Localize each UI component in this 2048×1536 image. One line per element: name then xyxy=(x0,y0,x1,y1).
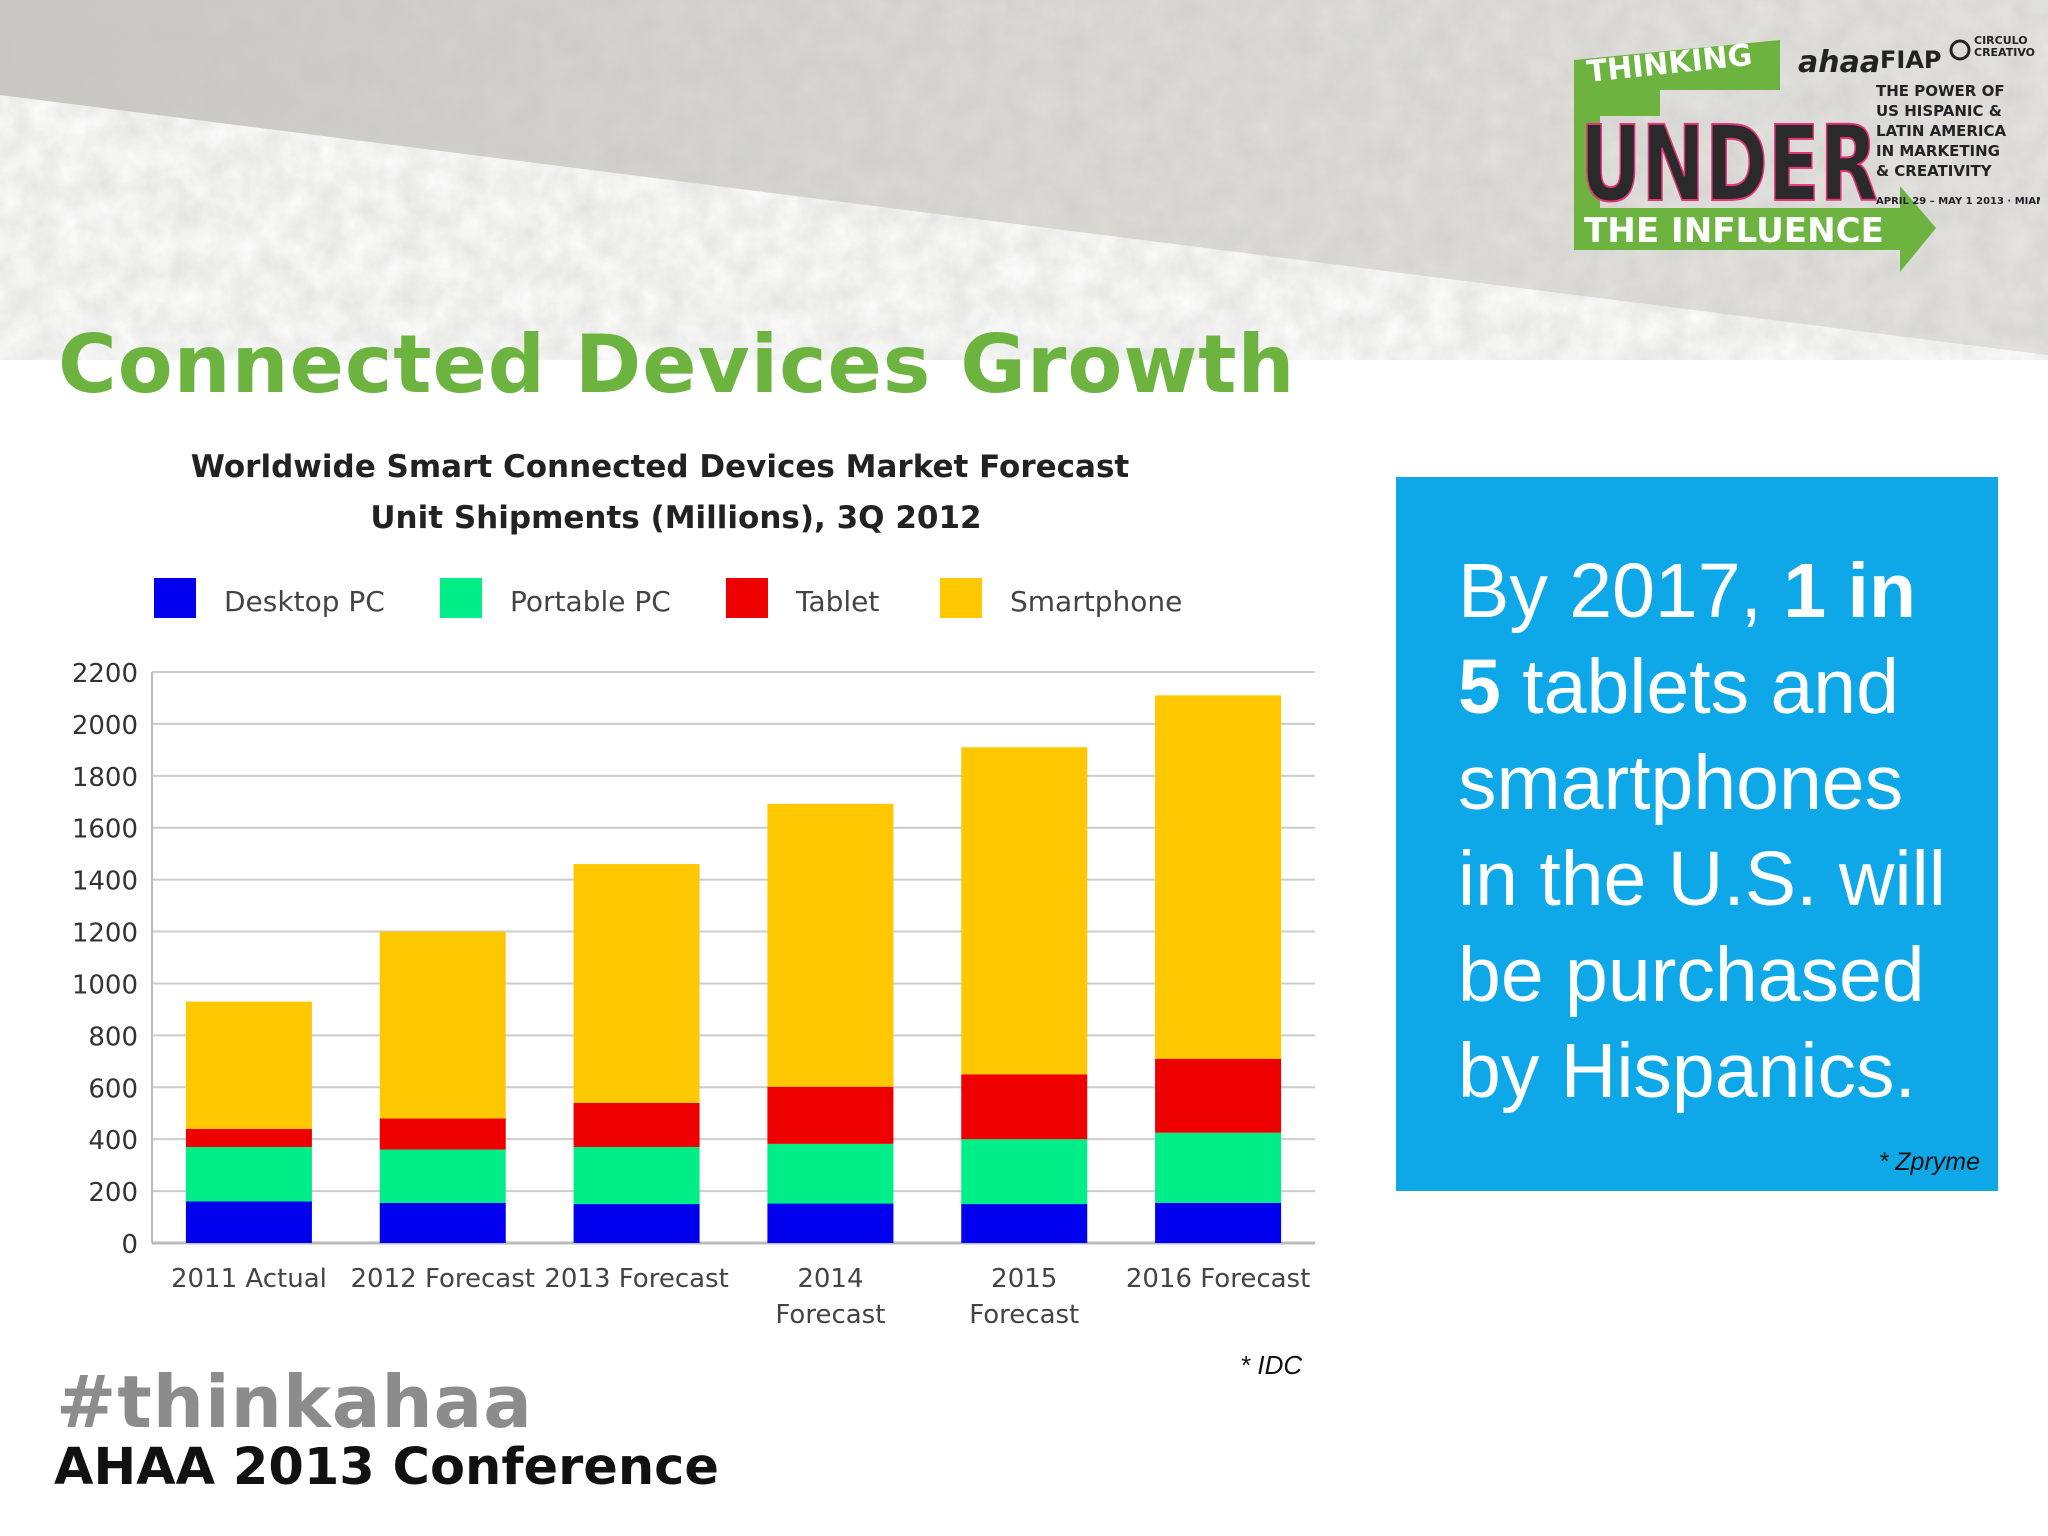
x-tick-label: Forecast xyxy=(775,1300,885,1330)
logo-arrow-frame xyxy=(1574,40,1936,272)
bar-segment xyxy=(379,1118,506,1150)
slide-title: Connected Devices Growth xyxy=(58,318,1296,411)
bar-segment xyxy=(379,1149,506,1203)
y-tick-label: 1200 xyxy=(72,919,138,949)
x-tick-label: 2012 Forecast xyxy=(351,1264,535,1294)
callout-text: By 2017, 1 in 5 tablets and smartphones i… xyxy=(1458,543,1968,1119)
legend-swatch xyxy=(154,578,196,618)
callout-box: By 2017, 1 in 5 tablets and smartphones i… xyxy=(1396,477,1998,1191)
bar-segment xyxy=(1155,1132,1282,1203)
x-tick-label: Forecast xyxy=(969,1300,1079,1330)
bar-segment xyxy=(573,864,700,1103)
y-tick-label: 2000 xyxy=(72,711,138,741)
stacked-bar-chart: Worldwide Smart Connected Devices Market… xyxy=(0,430,1360,1350)
chart-title: Worldwide Smart Connected Devices Market… xyxy=(191,449,1130,485)
bar-segment xyxy=(961,1139,1088,1205)
logo-circulo-mark xyxy=(1949,39,1971,61)
logo-fiap: FIAP xyxy=(1880,46,1942,74)
bar-segment xyxy=(767,1086,894,1144)
legend-label: Desktop PC xyxy=(224,585,385,618)
logo-tagline-4: IN MARKETING xyxy=(1876,142,2000,160)
logo-circulo-2: CREATIVO xyxy=(1974,46,2035,59)
callout-source: * Zpryme xyxy=(1878,1148,1980,1176)
legend-label: Smartphone xyxy=(1010,585,1182,618)
y-tick-label: 1400 xyxy=(72,867,138,897)
callout-pre: By 2017, xyxy=(1458,548,1784,634)
chart-legend: Desktop PC Portable PC Tablet Smartphone xyxy=(154,578,1182,618)
bar-segment xyxy=(961,1074,1088,1140)
callout-bold-1: 1 in xyxy=(1783,548,1916,634)
bar-segment xyxy=(961,1204,1088,1243)
bar-segment xyxy=(767,803,894,1087)
y-tick-label: 400 xyxy=(88,1126,138,1156)
bar-segment xyxy=(961,747,1088,1075)
chart-bars xyxy=(185,695,1282,1243)
bar-segment xyxy=(1155,1058,1282,1133)
y-tick-label: 0 xyxy=(121,1230,138,1260)
bar-segment xyxy=(767,1203,894,1243)
bar-segment xyxy=(1155,1202,1282,1243)
legend-label: Portable PC xyxy=(510,585,671,618)
logo-influence: THE INFLUENCE xyxy=(1584,211,1884,251)
legend-label: Tablet xyxy=(795,585,879,618)
conference-name: AHAA 2013 Conference xyxy=(54,1438,719,1497)
bar-segment xyxy=(573,1204,700,1243)
conference-logo: THINKING ahaa FIAP CIRCULO CREATIVO UNDE… xyxy=(1574,34,2040,272)
callout-bold-2: 5 xyxy=(1458,644,1501,730)
y-tick-label: 600 xyxy=(88,1074,138,1104)
y-tick-label: 800 xyxy=(88,1022,138,1052)
chart-source: * IDC xyxy=(1240,1350,1303,1380)
chart-canvas: Worldwide Smart Connected Devices Market… xyxy=(72,449,1315,1330)
bar-segment xyxy=(1155,695,1282,1059)
logo-under: UNDER xyxy=(1580,103,1878,225)
logo-tagline-1: THE POWER OF xyxy=(1876,82,2005,100)
chart-y-labels: 0 200 400 600 800 1000 1200 1400 1600 1800 2000 220… xyxy=(72,659,138,1260)
logo-circulo-1: CIRCULO xyxy=(1974,34,2028,47)
logo-tagline-2: US HISPANIC & xyxy=(1876,102,2002,120)
y-tick-label: 2200 xyxy=(72,659,138,689)
bar-segment xyxy=(185,1201,312,1243)
y-tick-label: 1800 xyxy=(72,763,138,793)
logo-tagline-3: LATIN AMERICA xyxy=(1876,122,2007,140)
chart-subtitle: Unit Shipments (Millions), 3Q 2012 xyxy=(370,500,981,536)
logo-tagline: THE POWER OF US HISPANIC & LATIN AMERICA… xyxy=(1876,82,2007,180)
x-tick-label: 2015 xyxy=(991,1264,1057,1294)
legend-swatch xyxy=(726,578,768,618)
logo-tagline-5: & CREATIVITY xyxy=(1876,162,1993,180)
legend-swatch xyxy=(440,578,482,618)
x-tick-label: 2013 Forecast xyxy=(544,1264,728,1294)
y-tick-label: 1600 xyxy=(72,815,138,845)
y-tick-label: 1000 xyxy=(72,970,138,1000)
bar-segment xyxy=(185,1146,312,1202)
bar-segment xyxy=(573,1102,700,1147)
logo-date: APRIL 29 – MAY 1 2013 · MIAMI xyxy=(1876,196,2040,207)
bar-segment xyxy=(379,1202,506,1243)
y-tick-label: 200 xyxy=(88,1178,138,1208)
x-tick-label: 2014 xyxy=(797,1264,863,1294)
logo-ahaa: ahaa xyxy=(1798,45,1880,80)
chart-x-labels: 2011 Actual 2012 Forecast 2013 Forecast 201… xyxy=(171,1264,1310,1330)
bar-segment xyxy=(767,1143,894,1204)
x-tick-label: 2016 Forecast xyxy=(1126,1264,1310,1294)
bar-segment xyxy=(573,1146,700,1205)
chart-grid xyxy=(151,671,1315,1245)
callout-rest: tablets and smartphones in the U.S. will… xyxy=(1458,644,1946,1114)
bar-segment xyxy=(379,931,506,1119)
hashtag: #thinkahaa xyxy=(56,1360,533,1444)
x-tick-label: 2011 Actual xyxy=(171,1264,327,1294)
bar-segment xyxy=(185,1128,312,1147)
header-banner xyxy=(0,0,2048,355)
bar-segment xyxy=(185,1001,312,1129)
legend-swatch xyxy=(940,578,982,618)
